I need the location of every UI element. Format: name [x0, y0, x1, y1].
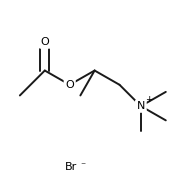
Text: +: + [145, 94, 153, 104]
Text: Br: Br [65, 162, 77, 172]
Text: O: O [65, 80, 74, 90]
Text: N: N [137, 101, 145, 111]
Text: ⁻: ⁻ [80, 162, 86, 172]
Text: O: O [40, 37, 49, 47]
